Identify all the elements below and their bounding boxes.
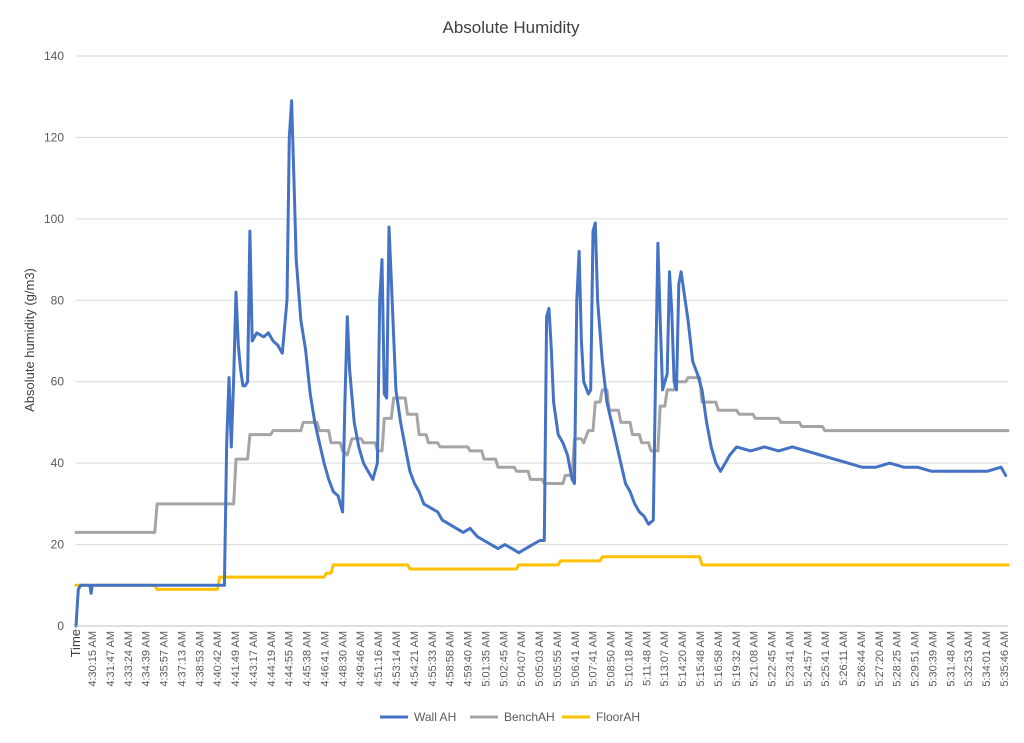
x-tick-label: 4:59:40 AM — [463, 631, 475, 687]
x-tick-label: 5:06:41 AM — [570, 631, 582, 687]
x-tick-label: 5:08:50 AM — [606, 631, 618, 687]
x-tick-label: 5:11:48 AM — [641, 631, 653, 686]
x-tick-label: 5:23:41 AM — [784, 631, 796, 687]
x-tick-label: 5:10:18 AM — [623, 631, 635, 687]
x-tick-label: 5:34:01 AM — [981, 631, 993, 687]
legend-entry: Wall AH — [414, 710, 456, 724]
x-tick-label: 4:49:46 AM — [355, 631, 367, 687]
y-tick-label: 20 — [51, 538, 65, 552]
legend: Wall AH BenchAH FloorAH — [380, 710, 640, 724]
x-tick-label: 5:14:20 AM — [677, 631, 689, 687]
y-tick-label: 40 — [51, 456, 65, 470]
x-tick-label: 5:16:58 AM — [713, 631, 725, 687]
x-tick-label: 5:31:48 AM — [945, 631, 957, 687]
x-tick-label: 5:01:35 AM — [480, 631, 492, 687]
y-tick-label: 60 — [51, 375, 65, 389]
x-tick-label: 5:28:25 AM — [892, 631, 904, 687]
x-tick-label: 5:02:45 AM — [498, 631, 510, 687]
x-tick-label: 5:05:55 AM — [552, 631, 564, 687]
x-tick-label: 4:58:58 AM — [445, 631, 457, 687]
x-tick-label: 5:19:32 AM — [731, 631, 743, 687]
x-tick-label: 4:37:13 AM — [176, 631, 188, 687]
y-tick-label: 120 — [44, 130, 64, 144]
x-tick-label: 4:53:14 AM — [391, 631, 403, 687]
legend-entry: FloorAH — [596, 710, 640, 724]
y-tick-label: 0 — [57, 619, 64, 633]
y-tick-label: 80 — [51, 293, 65, 307]
x-tick-label: 5:24:57 AM — [802, 631, 814, 687]
x-tick-label: 4:45:38 AM — [302, 631, 314, 687]
y-axis-label: Absolute humidity (g/m3) — [22, 268, 37, 412]
x-tick-label: 4:48:30 AM — [337, 631, 349, 687]
chart-title: Absolute Humidity — [442, 18, 580, 37]
y-tick-label: 100 — [44, 212, 64, 226]
x-axis-label: Time — [68, 629, 83, 657]
series-line-floorah — [74, 555, 1010, 591]
x-tick-label: 4:54:21 AM — [409, 631, 421, 687]
x-tick-label: 4:34:39 AM — [141, 631, 153, 687]
x-tick-label: 4:33:24 AM — [123, 631, 135, 687]
x-tick-label: 4:38:53 AM — [194, 631, 206, 687]
x-tick-label: 4:44:55 AM — [284, 631, 296, 687]
x-tick-label: 4:41:49 AM — [230, 631, 242, 687]
x-tick-label: 5:26:11 AM — [838, 631, 850, 686]
x-tick-label: 5:13:07 AM — [659, 631, 671, 687]
series-line-benchah — [74, 376, 1010, 534]
x-tick-label: 5:32:53 AM — [963, 631, 975, 687]
x-tick-label: 4:55:33 AM — [427, 631, 439, 687]
gridlines — [76, 55, 1008, 546]
y-axis-ticks: 0 20 40 60 80 100 120 140 — [44, 49, 64, 633]
x-tick-label: 4:30:15 AM — [87, 631, 99, 687]
x-tick-label: 5:05:03 AM — [534, 631, 546, 687]
x-tick-label: 5:22:45 AM — [767, 631, 779, 687]
x-tick-label: 5:21:08 AM — [749, 631, 761, 687]
x-tick-label: 5:07:41 AM — [588, 631, 600, 687]
x-tick-label: 5:27:20 AM — [874, 631, 886, 687]
x-tick-label: 5:30:39 AM — [927, 631, 939, 687]
x-tick-label: 4:44:19 AM — [266, 631, 278, 687]
x-tick-label: 5:25:41 AM — [820, 631, 832, 687]
x-tick-label: 4:35:57 AM — [159, 631, 171, 687]
series-lines — [74, 99, 1010, 628]
x-tick-label: 4:51:16 AM — [373, 631, 385, 687]
x-tick-label: 4:43:17 AM — [248, 631, 260, 687]
x-tick-label: 4:40:42 AM — [212, 631, 224, 687]
legend-entry: BenchAH — [504, 710, 555, 724]
series-line-wall-ah — [74, 99, 1008, 628]
x-tick-label: 5:15:48 AM — [695, 631, 707, 687]
x-tick-label: 4:46:41 AM — [319, 631, 331, 687]
x-tick-label: 5:29:51 AM — [910, 631, 922, 687]
x-tick-label: 5:04:07 AM — [516, 631, 528, 687]
x-tick-label: 5:26:44 AM — [856, 631, 868, 687]
x-tick-label: 4:31:47 AM — [105, 631, 117, 687]
x-axis-ticks: 4:30:15 AM 4:31:47 AM 4:33:24 AM 4:34:39 AM… — [87, 631, 1011, 687]
y-tick-label: 140 — [44, 49, 64, 63]
x-tick-label: 5:35:46 AM — [999, 631, 1011, 687]
